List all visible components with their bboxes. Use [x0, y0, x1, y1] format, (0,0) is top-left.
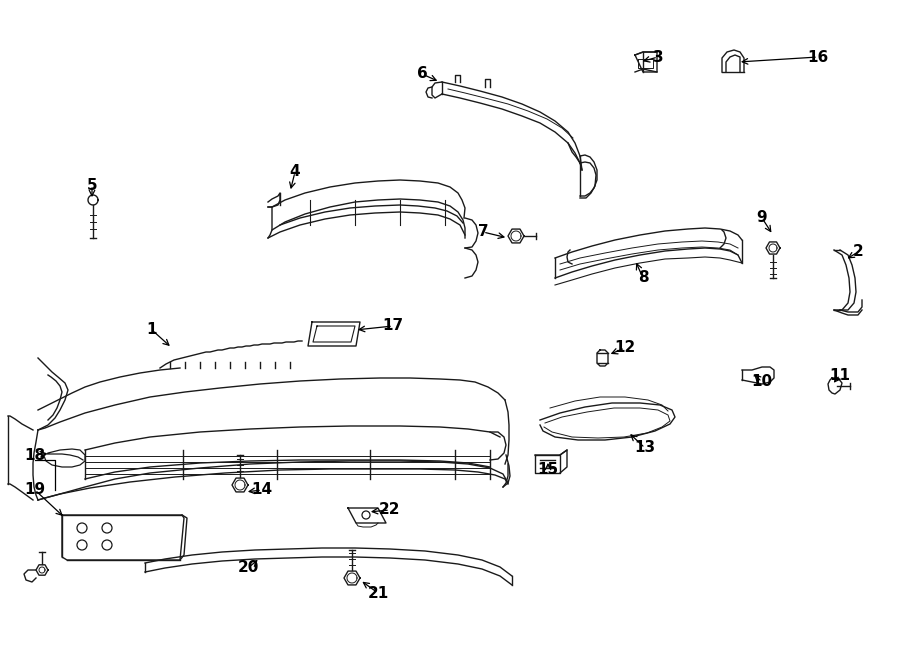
- Text: 3: 3: [652, 50, 663, 65]
- Text: 18: 18: [24, 447, 46, 463]
- Text: 12: 12: [615, 340, 635, 356]
- Text: 6: 6: [417, 67, 428, 81]
- Text: 13: 13: [634, 440, 655, 455]
- Text: 22: 22: [379, 502, 400, 518]
- Text: 5: 5: [86, 178, 97, 192]
- Text: 19: 19: [24, 483, 46, 498]
- Text: 4: 4: [290, 165, 301, 180]
- Text: 10: 10: [752, 375, 772, 389]
- Text: 21: 21: [367, 586, 389, 600]
- Text: 17: 17: [382, 319, 403, 334]
- Text: 11: 11: [830, 368, 850, 383]
- Text: 16: 16: [807, 50, 829, 65]
- Text: 8: 8: [638, 270, 648, 286]
- Text: 15: 15: [537, 463, 559, 477]
- Text: 1: 1: [147, 323, 158, 338]
- Text: 7: 7: [478, 225, 489, 239]
- Text: 20: 20: [238, 561, 258, 576]
- Text: 2: 2: [852, 245, 863, 260]
- Text: 14: 14: [251, 483, 273, 498]
- Text: 9: 9: [757, 210, 768, 225]
